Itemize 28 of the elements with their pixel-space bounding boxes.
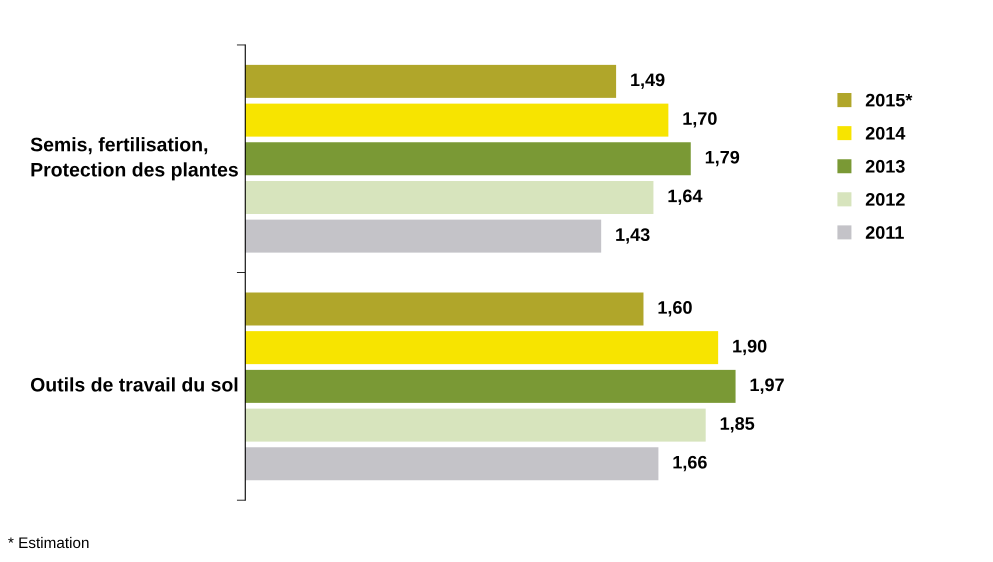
bar: [245, 220, 602, 253]
bar: [245, 292, 644, 326]
y-tick-label: Outils de travail du sol: [30, 377, 238, 392]
data-label: 1,64: [668, 190, 702, 205]
data-label: 1,90: [733, 340, 766, 356]
bar: [245, 447, 658, 480]
bar: [245, 180, 654, 214]
data-label: 1,43: [616, 228, 650, 244]
data-label: 1,49: [631, 73, 664, 89]
bar: [245, 408, 706, 442]
data-label: 1,79: [706, 150, 740, 166]
legend-label: 2012: [866, 193, 905, 206]
text: * Estimation: [8, 536, 88, 548]
legend-label: 2015*: [866, 94, 912, 107]
legend-label: 2014: [866, 126, 906, 140]
bar: [245, 64, 616, 98]
legend-label: 2011: [866, 226, 904, 239]
data-label: 1,97: [750, 378, 784, 394]
data-label: 1,85: [720, 417, 754, 433]
bar: [245, 142, 691, 176]
bar: [245, 104, 668, 137]
legend-label: 2013: [866, 160, 905, 173]
bar: [245, 370, 736, 403]
data-label: 1,66: [673, 456, 707, 472]
data-label: 1,60: [658, 301, 692, 316]
data-label: 1,70: [683, 112, 717, 128]
bar: [245, 331, 718, 364]
y-tick-label: Semis, fertilisation, Protection des plantes: [30, 137, 238, 180]
